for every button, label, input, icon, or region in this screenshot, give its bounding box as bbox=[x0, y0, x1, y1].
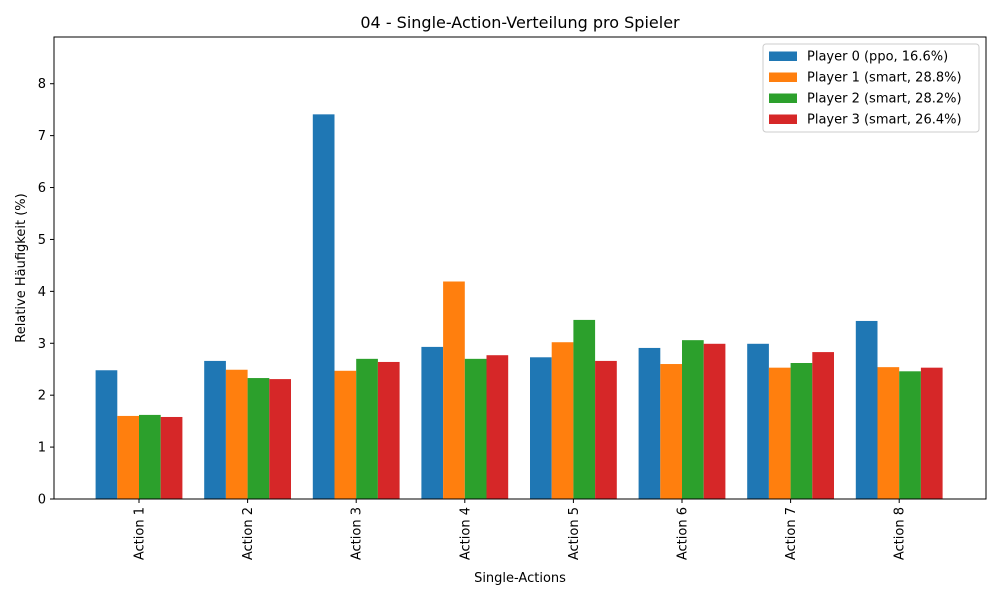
y-tick-label: 6 bbox=[38, 181, 46, 196]
legend-box bbox=[762, 43, 980, 133]
bar bbox=[377, 361, 400, 499]
y-tick-label: 1 bbox=[38, 441, 46, 456]
y-tick-label: 2 bbox=[38, 389, 46, 404]
legend-swatch bbox=[769, 51, 797, 61]
bar bbox=[312, 114, 335, 499]
x-axis-label: Single-Actions bbox=[474, 571, 566, 586]
bar bbox=[247, 378, 270, 499]
bar bbox=[920, 367, 943, 499]
bar bbox=[204, 360, 226, 499]
bar bbox=[573, 319, 596, 499]
bar bbox=[139, 414, 161, 499]
bar bbox=[356, 358, 378, 499]
bar bbox=[95, 370, 118, 499]
bar bbox=[812, 352, 834, 499]
legend-entry: Player 0 (ppo, 16.6%) bbox=[807, 50, 948, 65]
bar bbox=[443, 281, 465, 499]
bar bbox=[225, 369, 248, 499]
y-tick-label: 8 bbox=[38, 77, 46, 92]
bar bbox=[530, 357, 552, 499]
chart-title: 04 - Single-Action-Verteilung pro Spiele… bbox=[360, 13, 680, 32]
bar bbox=[160, 416, 183, 499]
y-axis-label: Relative Häufigkeit (%) bbox=[14, 193, 29, 342]
y-axis-ticks: 0 1 2 3 4 5 6 7 8 bbox=[38, 77, 54, 508]
bar bbox=[703, 343, 726, 499]
y-tick-label: 5 bbox=[38, 233, 46, 248]
bar bbox=[747, 343, 769, 499]
x-tick-label: Action 3 bbox=[350, 507, 365, 560]
bar bbox=[334, 370, 357, 499]
y-tick-label: 7 bbox=[38, 129, 46, 144]
plot-frame bbox=[53, 36, 987, 500]
bar bbox=[899, 371, 921, 499]
bar bbox=[877, 367, 900, 499]
x-tick-label: Action 5 bbox=[567, 507, 582, 560]
bar bbox=[768, 367, 791, 499]
bar bbox=[638, 347, 661, 499]
y-tick-label: 3 bbox=[38, 337, 46, 352]
x-tick-label: Action 7 bbox=[784, 507, 799, 560]
legend-entry: Player 3 (smart, 26.4%) bbox=[807, 113, 962, 128]
bar bbox=[486, 355, 509, 499]
bar bbox=[464, 358, 487, 499]
legend-entry: Player 1 (smart, 28.8%) bbox=[807, 71, 962, 86]
bar bbox=[660, 364, 682, 499]
bars-group bbox=[95, 114, 943, 499]
x-tick-label: Action 6 bbox=[676, 507, 691, 560]
legend-swatch bbox=[769, 93, 797, 103]
y-tick-label: 4 bbox=[38, 285, 46, 300]
x-tick-label: Action 2 bbox=[241, 507, 256, 560]
legend-entry: Player 2 (smart, 28.2%) bbox=[807, 92, 962, 107]
x-tick-label: Action 8 bbox=[893, 507, 908, 560]
legend-swatch bbox=[769, 114, 797, 124]
bar bbox=[551, 342, 574, 499]
bar bbox=[421, 346, 444, 499]
legend-swatch bbox=[769, 72, 797, 82]
bar bbox=[117, 415, 139, 499]
bar bbox=[855, 320, 878, 499]
bar bbox=[790, 363, 813, 499]
x-axis-ticks: Action 1 Action 2 Action 3 Action 4 Action 5… bbox=[133, 499, 908, 560]
legend: Player 0 (ppo, 16.6%) Player 1 (smart, 28… bbox=[762, 43, 980, 133]
bar bbox=[595, 360, 617, 499]
bar bbox=[682, 340, 704, 499]
y-tick-label: 0 bbox=[38, 493, 46, 508]
x-tick-label: Action 4 bbox=[458, 507, 473, 560]
bar bbox=[269, 379, 291, 499]
x-tick-label: Action 1 bbox=[133, 507, 148, 560]
